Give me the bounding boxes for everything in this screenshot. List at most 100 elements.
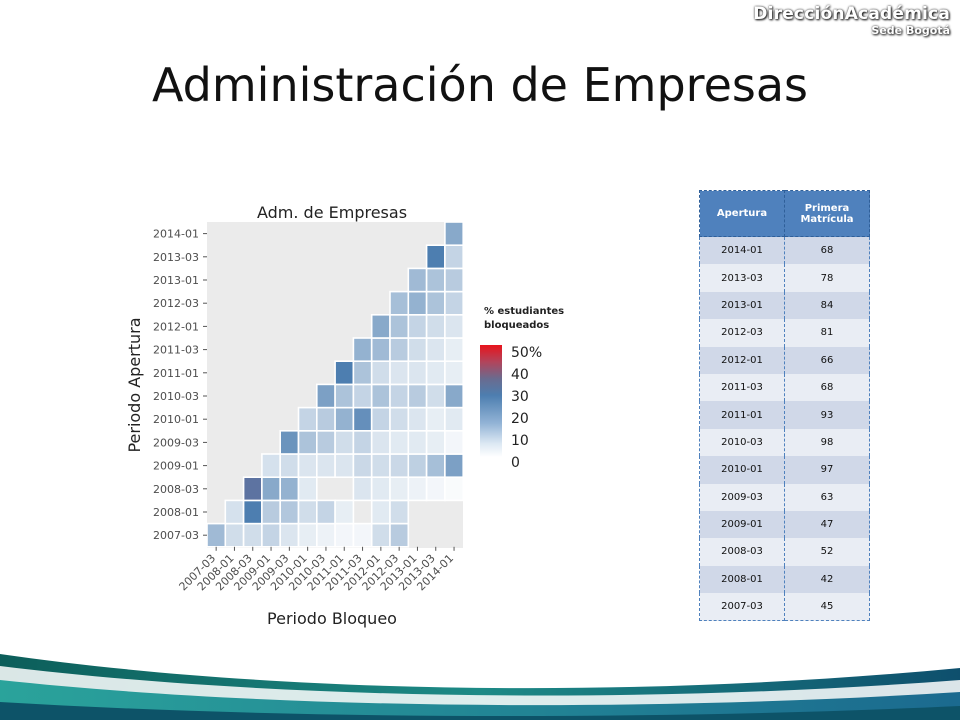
heatmap-cell	[279, 522, 300, 548]
heatmap-cell	[334, 453, 355, 479]
footer-swoosh-decoration	[0, 654, 960, 720]
heatmap-cell	[444, 453, 464, 479]
legend-tick-label: 50%	[511, 345, 543, 361]
column-header-apertura: Apertura	[699, 190, 785, 237]
table-row: 2013-03 78	[699, 264, 870, 292]
y-tick-label: 2011-03	[153, 344, 199, 357]
cell-apertura: 2010-03	[699, 428, 785, 457]
heatmap-cell	[352, 383, 373, 409]
heatmap-cell	[370, 406, 391, 432]
cell-primera-matricula: 63	[784, 483, 870, 511]
heatmap-cell	[370, 476, 391, 502]
heatmap-cell	[352, 476, 373, 502]
y-tick-label: 2014-01	[153, 228, 199, 241]
heatmap-cell	[370, 383, 391, 409]
heatmap-cell	[389, 476, 410, 502]
x-tick-labels: 2007-032008-012008-032009-012009-032010-…	[177, 546, 456, 593]
heatmap-cell	[297, 522, 318, 548]
heatmap-cell	[261, 499, 281, 525]
heatmap-cell	[444, 267, 464, 293]
heatmap-cell	[425, 360, 446, 386]
cell-apertura: 2010-01	[699, 456, 785, 484]
heatmap-cell	[334, 383, 355, 409]
y-tick-label: 2011-01	[153, 367, 199, 380]
y-tick-label: 2013-01	[153, 274, 199, 287]
chart-title: Adm. de Empresas	[257, 203, 407, 222]
heatmap-cell	[425, 337, 446, 363]
heatmap-cell	[352, 337, 373, 363]
heatmap-cell	[389, 499, 410, 525]
heatmap-chart: Adm. de Empresas 2007-03 2008-01 2008-03 20…	[125, 203, 464, 628]
table-row: 2011-03 68	[699, 373, 870, 402]
cell-primera-matricula: 78	[784, 264, 870, 292]
heatmap-cell	[444, 406, 464, 432]
heatmap-cell	[242, 522, 263, 548]
x-axis-label: Periodo Bloqueo	[267, 609, 397, 628]
cell-primera-matricula: 68	[784, 236, 870, 265]
heatmap-cell	[425, 430, 446, 455]
heatmap-cell	[242, 476, 263, 502]
y-tick-label: 2008-01	[153, 506, 199, 519]
cell-apertura: 2009-03	[699, 483, 785, 511]
cell-apertura: 2013-01	[699, 291, 785, 320]
heatmap-cell	[407, 337, 428, 363]
heatmap-cell	[279, 499, 300, 525]
heatmap-cell	[444, 221, 464, 247]
table-row: 2009-03 63	[699, 483, 870, 511]
heatmap-cell	[407, 476, 428, 502]
heatmap-cell	[279, 453, 300, 479]
slide-title: Administración de Empresas	[152, 58, 808, 112]
heatmap-cell	[279, 430, 300, 455]
cell-primera-matricula: 98	[784, 428, 870, 457]
heatmap-cell	[352, 430, 373, 455]
cell-apertura: 2008-01	[699, 565, 785, 594]
table-row: 2008-03 52	[699, 538, 870, 566]
heatmap-cell	[425, 453, 446, 479]
cell-apertura: 2012-03	[699, 319, 785, 347]
y-tick-label: 2012-01	[153, 320, 199, 333]
heatmap-cell	[334, 499, 355, 525]
heatmap-cell	[370, 360, 391, 386]
heatmap-cell	[316, 406, 336, 432]
heatmap-cell	[316, 383, 336, 409]
table-row: 2009-01 47	[699, 510, 870, 539]
cell-apertura: 2008-03	[699, 538, 785, 566]
y-tick-label: 2008-03	[153, 483, 199, 496]
heatmap-cell	[425, 476, 446, 502]
table-row: 2014-01 68	[699, 236, 870, 265]
heatmap-cell	[370, 314, 391, 339]
heatmap-cell	[407, 430, 428, 455]
table-row: 2012-01 66	[699, 346, 870, 374]
column-header-primera-matricula: Primera Matrícula	[784, 190, 870, 237]
table-row: 2008-01 42	[699, 565, 870, 594]
cell-apertura: 2011-03	[699, 373, 785, 402]
heatmap-cell	[389, 290, 410, 316]
table-row: 2012-03 81	[699, 319, 870, 347]
heatmap-cell	[444, 360, 464, 386]
heatmap-cell	[389, 430, 410, 455]
heatmap-cell	[334, 360, 355, 386]
heatmap-cell	[261, 476, 281, 502]
heatmap-cell	[370, 430, 391, 455]
heatmap-cell	[425, 244, 446, 270]
y-tick-label: 2009-01	[153, 460, 199, 473]
heatmap-cell	[242, 499, 263, 525]
heatmap-cell	[389, 337, 410, 363]
cell-primera-matricula: 93	[784, 401, 870, 429]
heatmap-cell	[444, 476, 464, 502]
heatmap-cell	[297, 453, 318, 479]
heatmap-cell	[407, 360, 428, 386]
heatmap-cell	[224, 522, 245, 548]
heatmap-cell	[352, 453, 373, 479]
heatmap-cells	[206, 221, 464, 548]
brand-logo: DirecciónAcadémica Sede Bogotá	[753, 4, 950, 37]
heatmap-cell	[407, 406, 428, 432]
heatmap-cell	[352, 406, 373, 432]
y-axis-label: Periodo Apertura	[125, 317, 144, 452]
y-tick-labels: 2007-03 2008-01 2008-03 2009-01 2009-03 2010-…	[153, 228, 207, 542]
cell-primera-matricula: 52	[784, 538, 870, 566]
cell-primera-matricula: 68	[784, 373, 870, 402]
heatmap-cell	[389, 453, 410, 479]
heatmap-cell	[224, 499, 245, 525]
heatmap-cell	[425, 290, 446, 316]
